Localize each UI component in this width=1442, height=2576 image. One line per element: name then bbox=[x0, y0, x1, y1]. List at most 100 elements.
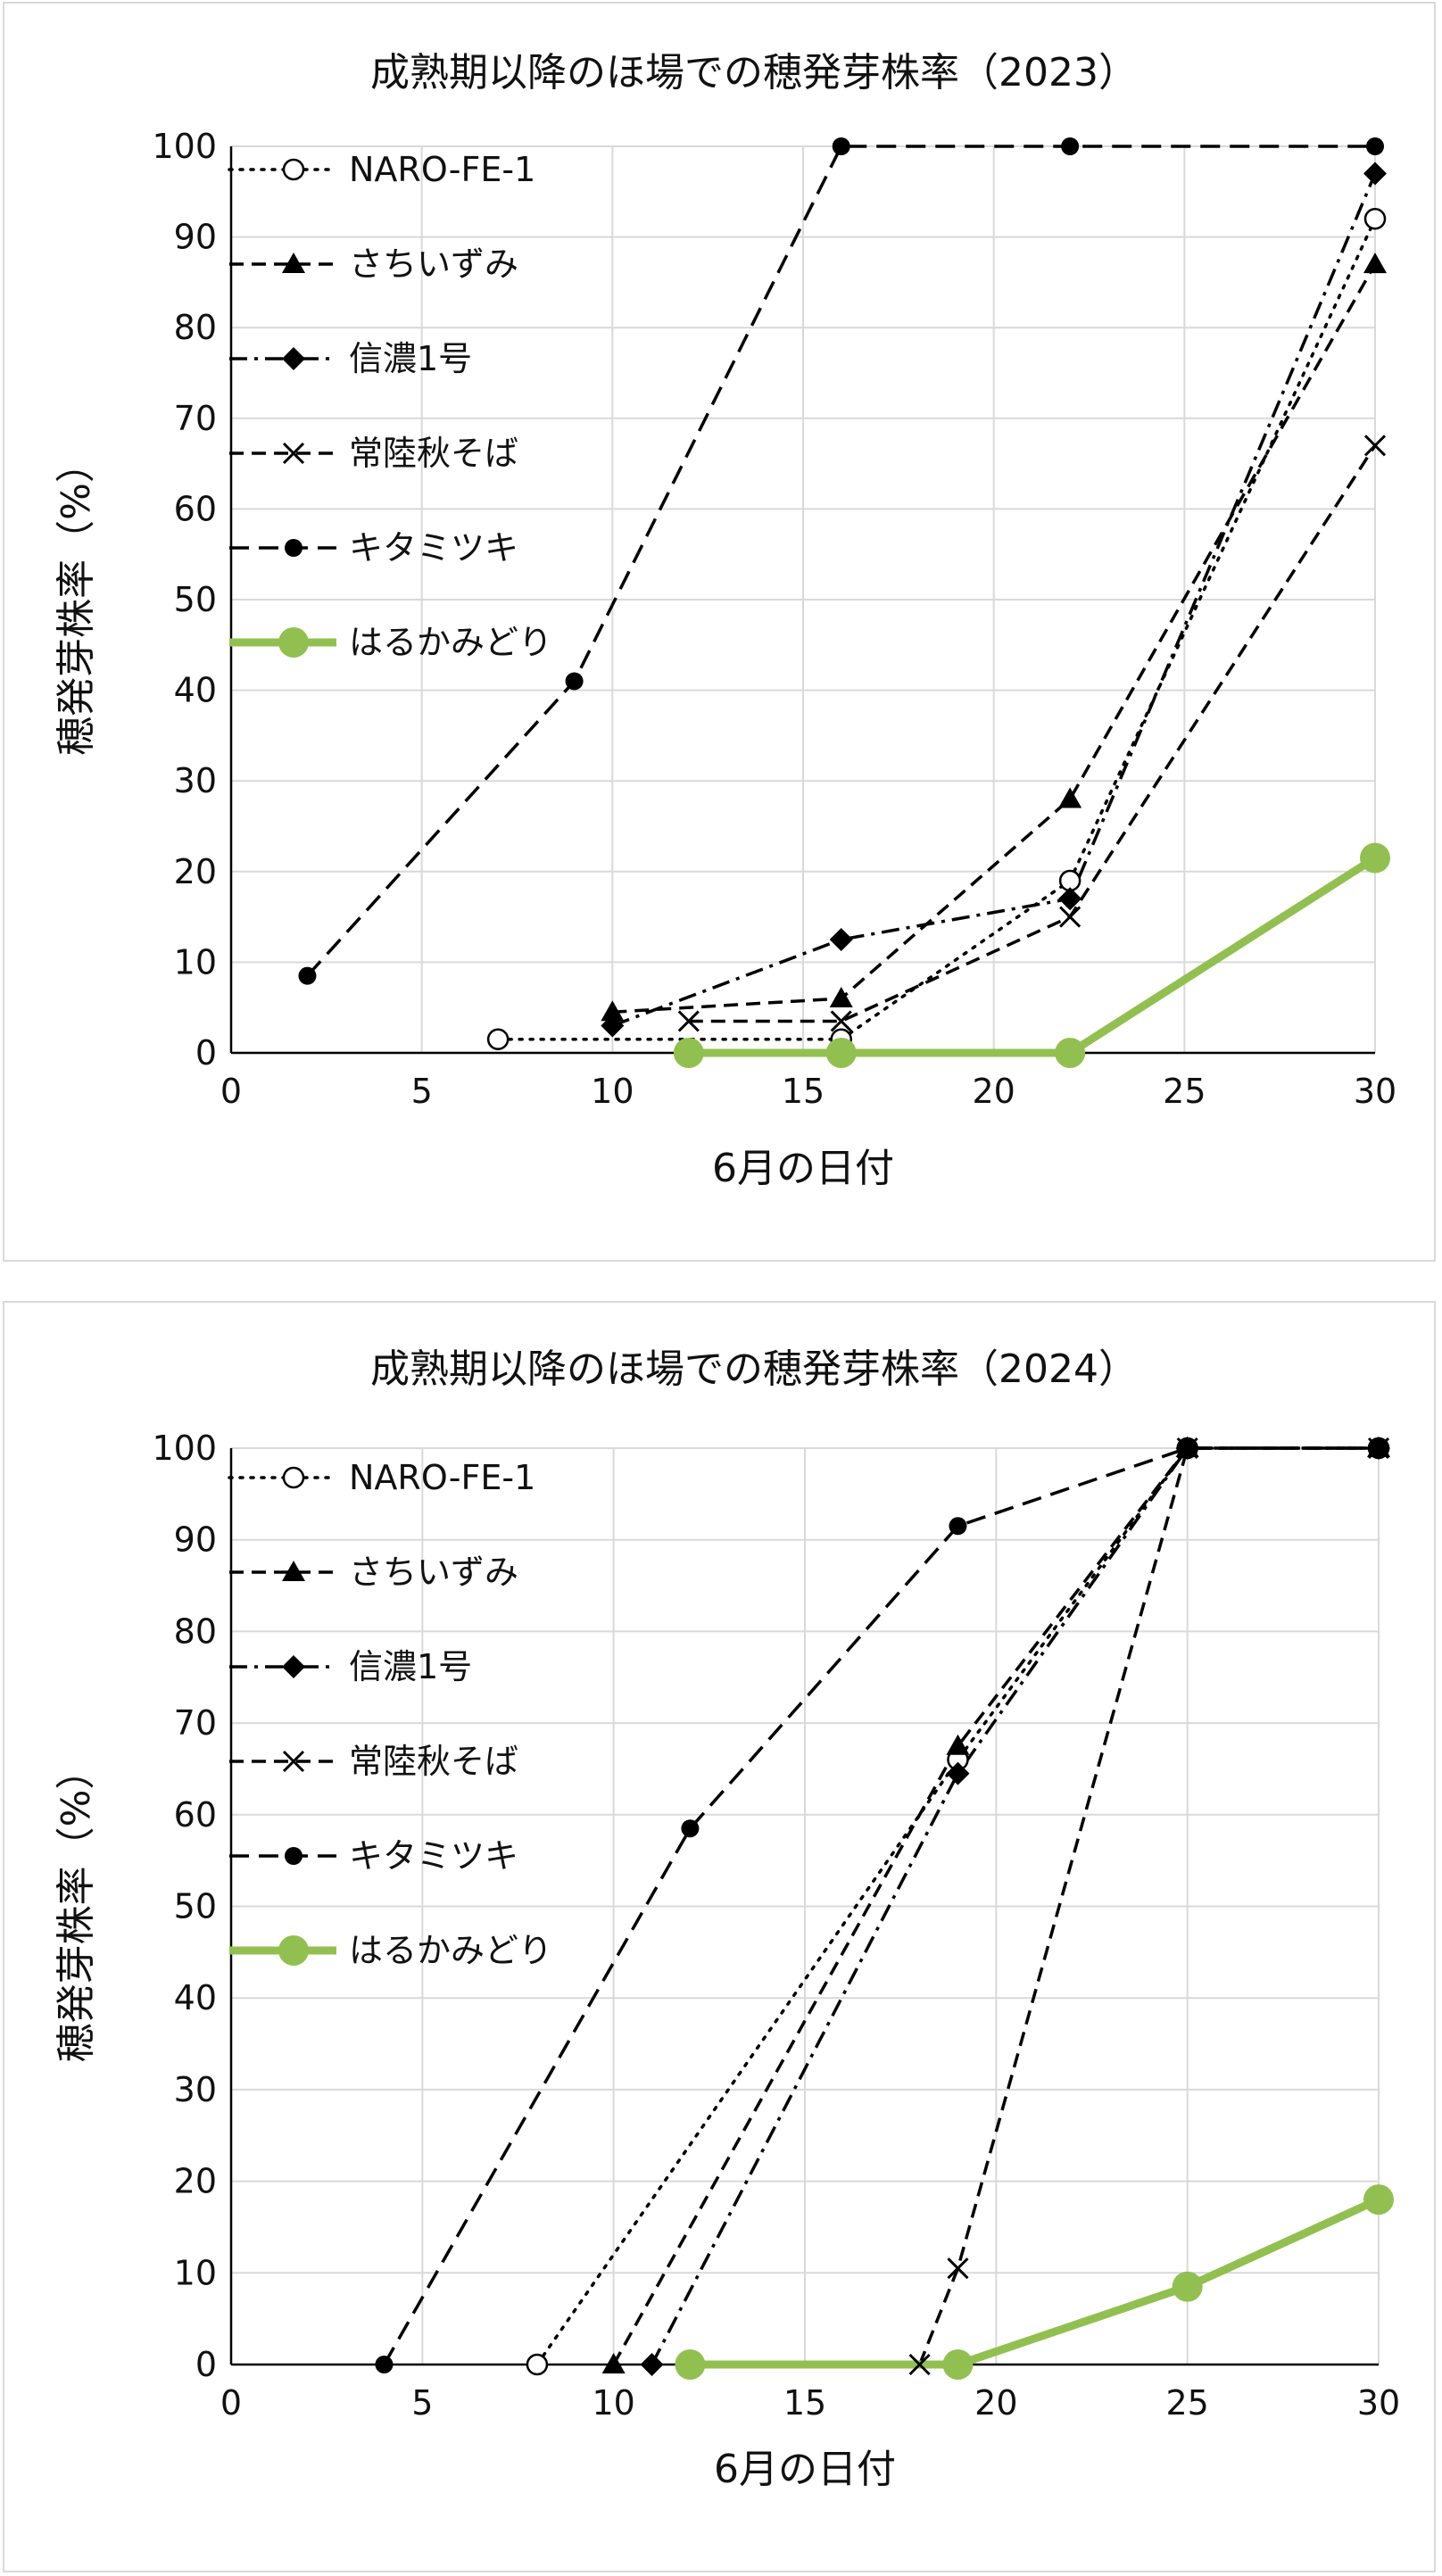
legend-marker bbox=[282, 1466, 305, 1489]
data-point bbox=[1058, 787, 1082, 808]
y-axis-title: 穂発芽株率（%） bbox=[54, 1751, 99, 2063]
x-tick-label: 10 bbox=[591, 1072, 634, 1111]
x-axis-title: 6月の日付 bbox=[712, 1146, 894, 1191]
series-line-さちいずみ bbox=[612, 1446, 1379, 2365]
data-point bbox=[1363, 2184, 1394, 2216]
series-line-はるかみどり bbox=[690, 2196, 1380, 2369]
x-tick-label: 30 bbox=[1354, 1072, 1396, 1111]
chart-2023: 成熟期以降のほ場での穂発芽株率（2023）0102030405060708090… bbox=[54, 50, 1396, 1191]
series-markers-常陸秋そば bbox=[677, 435, 1387, 1032]
x-tick-label: 20 bbox=[972, 1072, 1015, 1111]
series-markers-さちいずみ bbox=[601, 253, 1387, 1022]
legend-marker bbox=[285, 1847, 302, 1865]
legend-label: はるかみどり bbox=[349, 1931, 552, 1970]
series-markers-NARO-FE-1 bbox=[486, 208, 1387, 1051]
data-point bbox=[640, 2353, 664, 2376]
x-tick-label: 30 bbox=[1357, 2383, 1400, 2423]
data-point bbox=[1058, 887, 1082, 911]
data-point bbox=[677, 1010, 700, 1032]
chart-title: 成熟期以降のほ場での穂発芽株率（2023） bbox=[370, 50, 1138, 95]
legend-marker bbox=[282, 442, 305, 465]
data-point bbox=[673, 1038, 704, 1068]
data-point bbox=[1363, 435, 1387, 457]
series-line-NARO-FE-1 bbox=[496, 217, 1377, 1041]
legend-marker bbox=[278, 1935, 309, 1966]
data-point bbox=[1055, 1038, 1086, 1068]
data-point bbox=[601, 2353, 626, 2373]
data-point bbox=[1061, 137, 1080, 155]
data-point bbox=[830, 1010, 852, 1032]
legend-marker bbox=[278, 627, 309, 658]
y-tick-label: 50 bbox=[174, 1887, 217, 1926]
series-line-キタミツキ bbox=[306, 145, 1375, 977]
chart-panel-2024: 成熟期以降のほ場での穂発芽株率（2024） 0 10 20 30 40 50 60 70 80 90… bbox=[3, 1301, 1436, 2572]
y-tick-label: 50 bbox=[174, 580, 217, 619]
data-point bbox=[526, 2353, 549, 2376]
series-markers-キタミツキ bbox=[375, 1439, 1388, 2373]
data-point bbox=[1363, 253, 1387, 274]
data-point bbox=[946, 1761, 970, 1785]
data-point bbox=[375, 2356, 394, 2373]
x-tick-label: 15 bbox=[783, 2383, 826, 2423]
data-point bbox=[298, 966, 317, 985]
legend-label: 常陸秋そば bbox=[349, 1742, 518, 1781]
data-point bbox=[565, 672, 584, 691]
data-point bbox=[949, 1517, 967, 1536]
series-markers-はるかみどり bbox=[675, 2184, 1394, 2380]
chart-2024: 成熟期以降のほ場での穂発芽株率（2024）0102030405060708090… bbox=[54, 1346, 1400, 2492]
x-tick-label: 25 bbox=[1165, 2383, 1208, 2423]
data-point bbox=[675, 2349, 706, 2380]
data-point bbox=[946, 1734, 970, 1755]
series-line-キタミツキ bbox=[382, 1446, 1379, 2365]
data-point bbox=[1360, 842, 1390, 874]
legend-label: さちいずみ bbox=[349, 1553, 518, 1592]
y-tick-label: 100 bbox=[152, 1429, 217, 1468]
series-line-信濃1号 bbox=[611, 172, 1377, 1028]
data-point bbox=[486, 1028, 510, 1051]
data-point bbox=[1363, 162, 1387, 186]
series-markers-はるかみどり bbox=[673, 842, 1390, 1068]
legend-marker bbox=[282, 1561, 305, 1581]
data-point bbox=[908, 2353, 931, 2376]
y-axis-title: 穂発芽株率（%） bbox=[54, 443, 99, 756]
data-point bbox=[1178, 1439, 1197, 1457]
y-tick-label: 40 bbox=[174, 671, 217, 710]
y-tick-label: 10 bbox=[174, 942, 217, 982]
data-point bbox=[1366, 137, 1384, 155]
y-tick-label: 0 bbox=[195, 2345, 217, 2384]
legend-marker bbox=[282, 347, 305, 370]
y-tick-label: 30 bbox=[174, 761, 217, 800]
x-tick-label: 15 bbox=[782, 1072, 825, 1111]
x-axis-title: 6月の日付 bbox=[714, 2447, 896, 2492]
legend-label: はるかみどり bbox=[349, 623, 552, 662]
legend-label: キタミツキ bbox=[349, 528, 518, 567]
y-tick-label: 60 bbox=[174, 489, 217, 528]
x-tick-label: 0 bbox=[220, 2383, 242, 2423]
series-markers-信濃1号 bbox=[601, 162, 1387, 1038]
data-point bbox=[1172, 2271, 1203, 2302]
x-tick-label: 5 bbox=[411, 1072, 433, 1111]
data-point bbox=[601, 1014, 625, 1038]
series-markers-キタミツキ bbox=[298, 137, 1384, 985]
legend-label: NARO-FE-1 bbox=[349, 1458, 535, 1497]
x-tick-label: 10 bbox=[592, 2383, 634, 2423]
y-tick-label: 30 bbox=[174, 2070, 217, 2109]
x-tick-label: 25 bbox=[1163, 1072, 1206, 1111]
x-tick-label: 20 bbox=[974, 2383, 1017, 2423]
y-tick-label: 20 bbox=[174, 2162, 217, 2201]
legend-marker bbox=[282, 1750, 305, 1773]
data-point bbox=[601, 1000, 625, 1022]
data-point bbox=[829, 928, 853, 951]
legend-label: キタミツキ bbox=[349, 1836, 518, 1876]
legend-label: さちいずみ bbox=[349, 244, 518, 284]
y-tick-label: 70 bbox=[174, 1703, 217, 1743]
x-tick-label: 0 bbox=[220, 1072, 242, 1111]
y-tick-label: 70 bbox=[174, 399, 217, 438]
data-point bbox=[1363, 208, 1387, 230]
y-tick-label: 90 bbox=[174, 218, 217, 257]
legend-marker bbox=[282, 253, 305, 273]
series-line-はるかみどり bbox=[688, 854, 1378, 1057]
data-point bbox=[947, 2257, 969, 2280]
